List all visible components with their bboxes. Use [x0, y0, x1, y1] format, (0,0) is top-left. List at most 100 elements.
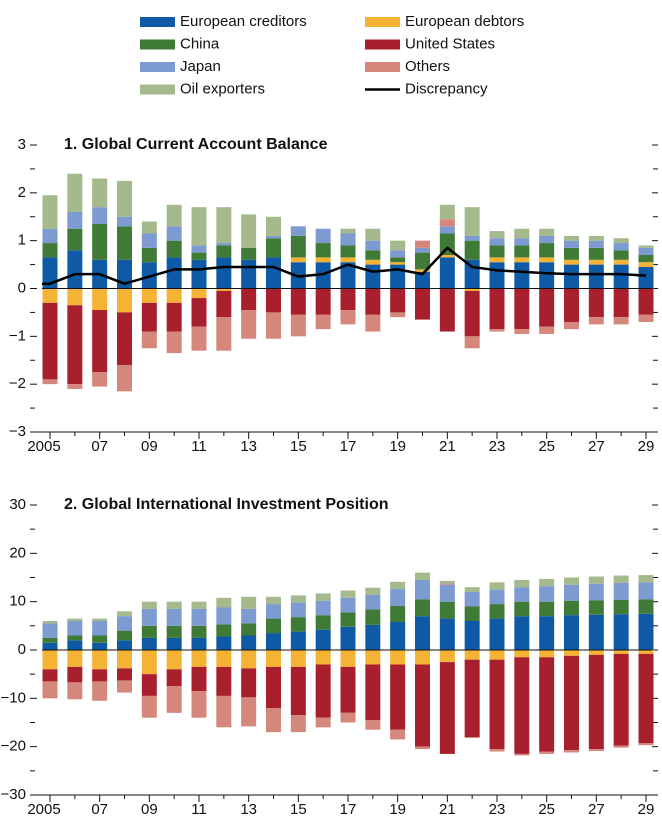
bar-segment: [514, 238, 530, 246]
bar-segment: [390, 312, 406, 318]
bar-segment: [390, 729, 406, 740]
bar-segment: [439, 204, 455, 220]
bar-segment: [191, 259, 207, 289]
bar-segment: [514, 245, 530, 258]
bar-segment: [92, 310, 108, 373]
bar-segment: [588, 576, 604, 584]
bar-segment: [489, 618, 505, 650]
bar-segment: [141, 637, 157, 650]
bar-segment: [638, 582, 654, 600]
bar-segment: [67, 650, 83, 667]
bar-segment: [464, 336, 480, 349]
bar-segment: [315, 650, 331, 665]
bar-segment: [439, 226, 455, 234]
bar-segment: [290, 631, 306, 650]
bar-segment: [390, 262, 406, 265]
bar-segment: [464, 737, 480, 738]
bar-segment: [539, 751, 555, 754]
bar-segment: [340, 257, 356, 263]
bar-segment: [638, 266, 654, 289]
panel-title: 2. Global International Investment Posit…: [64, 496, 389, 513]
x-tick-label: 13: [240, 438, 257, 455]
bar-segment: [216, 290, 232, 318]
bar-segment: [464, 240, 480, 260]
bar-segment: [67, 640, 83, 650]
bar-segment: [464, 650, 480, 660]
bar-segment: [166, 637, 182, 650]
y-tick-label: 0: [18, 641, 26, 658]
bar-segment: [67, 211, 83, 229]
x-tick-label: 23: [489, 438, 506, 455]
bar-segment: [514, 288, 530, 330]
bar-segment: [588, 654, 604, 750]
bar-segment: [92, 372, 108, 387]
bar-segment: [241, 247, 257, 260]
legend-swatch: [365, 62, 400, 72]
bar-segment: [216, 650, 232, 667]
bar-segment: [290, 314, 306, 337]
bar-segment: [415, 664, 430, 747]
bar-segment: [539, 243, 555, 258]
bar-segment: [415, 240, 430, 248]
bar-segment: [266, 618, 281, 634]
x-tick-label: 19: [389, 438, 406, 455]
bar-segment: [514, 650, 530, 658]
bar-segment: [315, 257, 331, 263]
bar-segment: [439, 219, 455, 227]
bar-segment: [191, 625, 207, 638]
bar-segment: [216, 257, 232, 289]
bar-segment: [489, 749, 505, 752]
bar-segment: [290, 226, 306, 236]
bar-segment: [191, 326, 207, 351]
bar-segment: [166, 686, 182, 713]
bar-segment: [613, 288, 629, 318]
bar-segment: [514, 753, 530, 756]
bar-segment: [365, 594, 381, 610]
bar-segment: [92, 207, 108, 224]
bar-segment: [638, 314, 654, 322]
bar-segment: [365, 314, 381, 332]
bar-segment: [613, 599, 629, 615]
bar-segment: [464, 592, 480, 607]
bar-segment: [564, 750, 579, 753]
bar-segment: [340, 590, 356, 598]
bar-segment: [390, 257, 406, 263]
bar-segment: [92, 178, 108, 208]
bar-segment: [191, 666, 207, 692]
y-tick-label: 3: [18, 136, 26, 153]
bar-segment: [67, 384, 83, 389]
bar-segment: [166, 288, 182, 303]
legend-label: European debtors: [405, 13, 524, 30]
bar-segment: [117, 226, 132, 260]
bar-segment: [564, 247, 579, 260]
x-tick-label: 29: [638, 438, 655, 455]
bar-segment: [514, 329, 530, 334]
legend-swatch: [365, 39, 400, 50]
bar-segment: [117, 616, 132, 631]
bar-segment: [439, 257, 455, 289]
bar-segment: [514, 228, 530, 239]
bar-segment: [266, 604, 281, 619]
bar-segment: [241, 310, 257, 339]
bar-segment: [489, 604, 505, 619]
bar-segment: [489, 329, 505, 332]
x-tick-label: 21: [439, 438, 456, 455]
bar-segment: [290, 650, 306, 667]
bar-segment: [117, 668, 132, 681]
bar-segment: [141, 247, 157, 263]
y-tick-label: −1: [9, 327, 26, 344]
bar-segment: [390, 589, 406, 607]
x-tick-label: 17: [340, 438, 357, 455]
bar-segment: [613, 259, 629, 265]
bar-segment: [390, 288, 406, 313]
bar-segment: [588, 288, 604, 318]
bar-segment: [613, 575, 629, 583]
bar-segment: [191, 650, 207, 667]
legend-swatch: [140, 17, 175, 27]
bar-segment: [92, 621, 108, 636]
bar-segment: [365, 240, 381, 251]
bar-segment: [464, 288, 480, 291]
bar-segment: [340, 245, 356, 258]
x-tick-label: 21: [439, 801, 456, 818]
